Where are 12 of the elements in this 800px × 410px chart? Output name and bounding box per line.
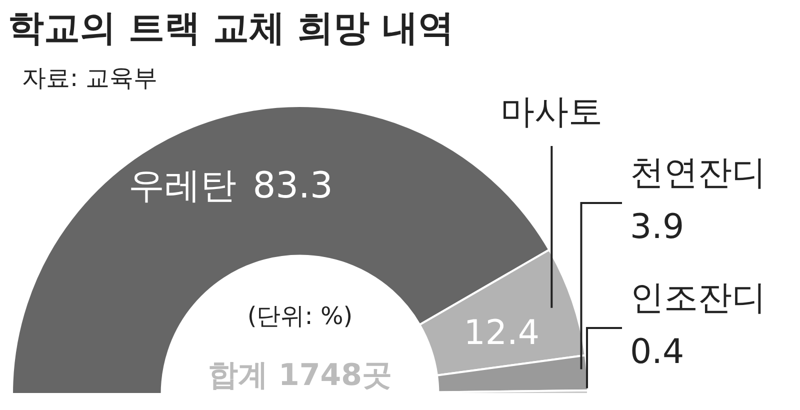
slice-label: 천연잔디 xyxy=(630,152,766,193)
data-label: 12.4 xyxy=(464,312,540,353)
slice-label: 마사토 xyxy=(500,92,603,132)
data-label: 3.9 xyxy=(630,206,684,247)
chart-subtitle: 자료: 교육부 xyxy=(22,63,158,94)
chart-title: 학교의 트랙 교체 희망 내역 xyxy=(8,7,454,51)
data-label: 83.3 xyxy=(252,166,333,207)
text: 합계 1748곳 xyxy=(207,357,393,395)
slice-label: 우레탄 xyxy=(128,166,237,207)
text: (단위: %) xyxy=(246,301,354,332)
data-label: 0.4 xyxy=(630,332,684,372)
slice-label: 인조잔디 xyxy=(630,278,766,318)
